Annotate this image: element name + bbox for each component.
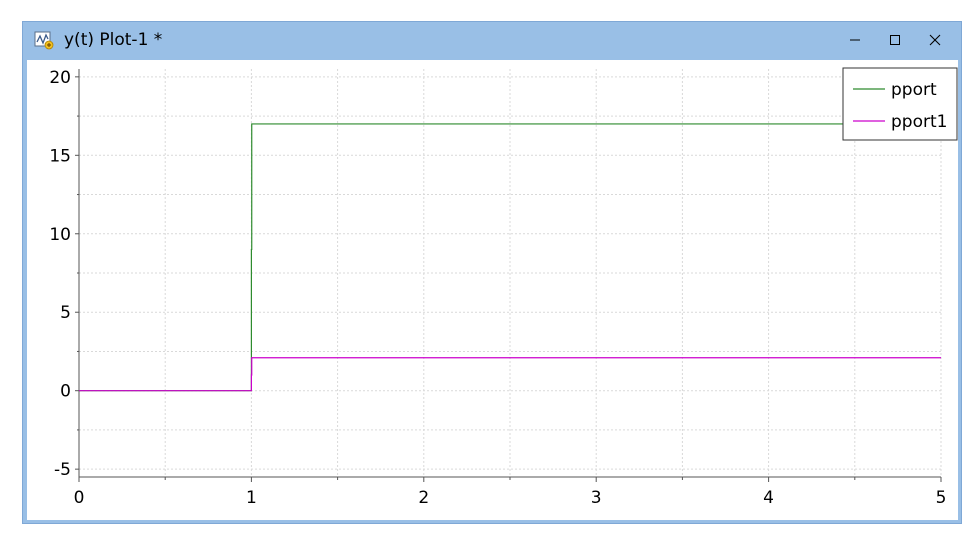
x-tick-label: 1	[246, 488, 257, 508]
y-tick-label: 0	[60, 382, 71, 402]
close-button[interactable]	[915, 26, 955, 54]
y-tick-label: 20	[49, 68, 71, 88]
y-tick-label: 10	[49, 225, 71, 245]
title-bar[interactable]: y(t) Plot-1 *	[23, 22, 961, 57]
window-title: y(t) Plot-1 *	[64, 30, 163, 50]
series-line-pport1	[79, 357, 941, 392]
minimize-icon	[850, 39, 860, 41]
maximize-button[interactable]	[875, 26, 915, 54]
maximize-icon	[890, 35, 900, 45]
plot-window: y(t) Plot-1 * -5 0 5 10 15 20 0 1 2 3 4 5 pport ppor…	[22, 21, 962, 524]
legend-label: pport1	[891, 112, 947, 132]
minimize-button[interactable]	[835, 26, 875, 54]
legend-label: pport	[891, 80, 937, 100]
close-icon	[929, 34, 941, 46]
y-tick-label: -5	[54, 460, 71, 480]
y-tick-label: 15	[49, 146, 71, 166]
x-tick-label: 3	[591, 488, 602, 508]
x-tick-label: 2	[418, 488, 429, 508]
plot-window-icon	[34, 31, 54, 50]
x-tick-label: 4	[763, 488, 774, 508]
plot-area[interactable]: -5 0 5 10 15 20 0 1 2 3 4 5 pport pport1	[27, 60, 958, 520]
x-tick-label: 5	[936, 488, 947, 508]
x-tick-label: 0	[74, 488, 85, 508]
legend-box	[842, 67, 958, 141]
y-tick-label: 5	[60, 303, 71, 323]
